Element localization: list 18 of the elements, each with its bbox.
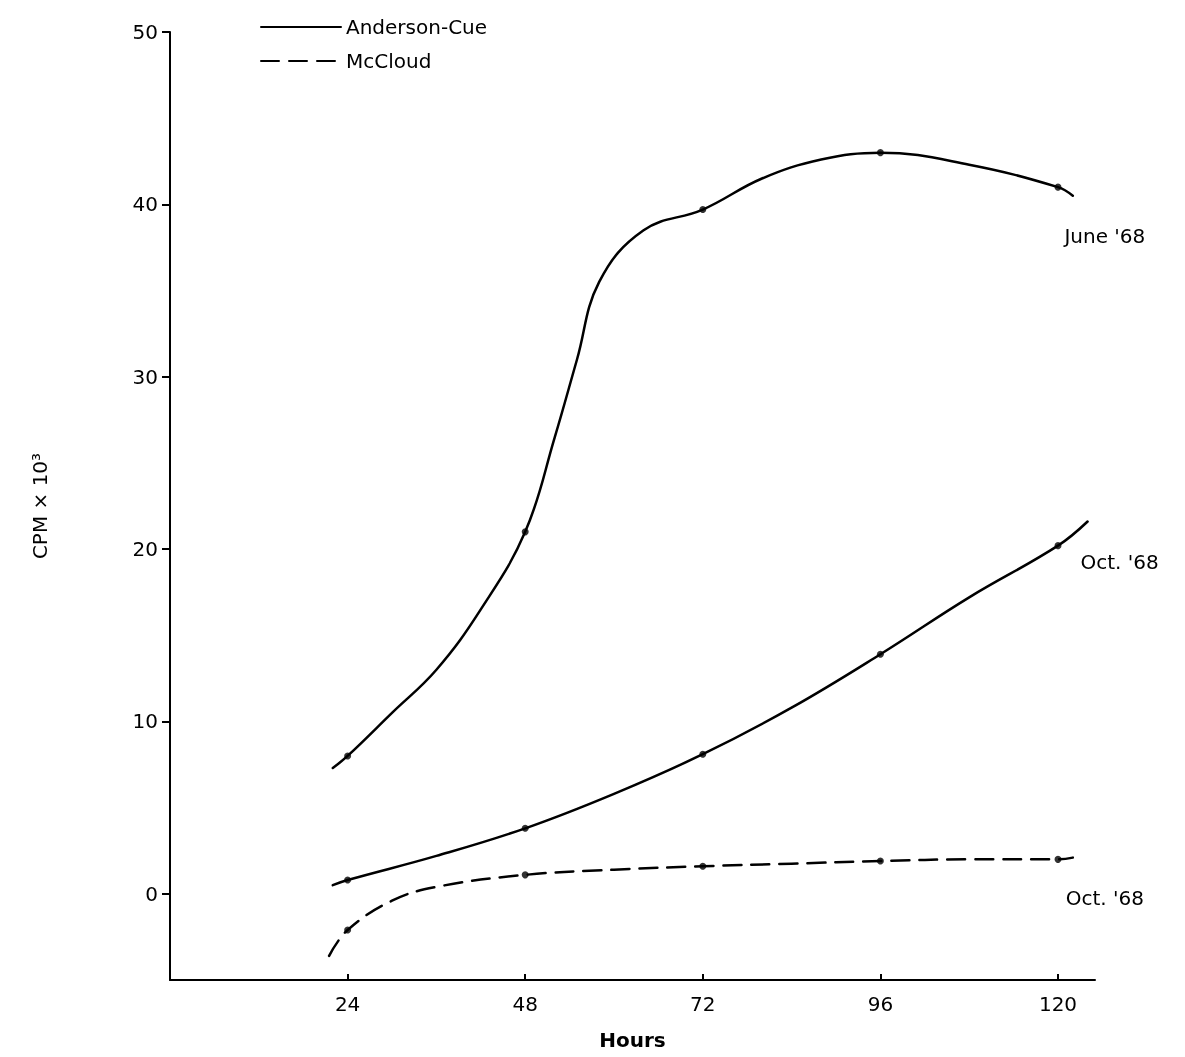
x-tick-label: 48	[512, 992, 538, 1016]
x-tick-label: 24	[334, 992, 361, 1016]
legend-label: Anderson-Cue	[346, 15, 488, 39]
annotation: Oct. '68	[1080, 549, 1159, 574]
y-axis-title: CPM × 10³	[28, 452, 52, 560]
y-tick-label: 20	[132, 537, 158, 562]
y-tick-label: 10	[132, 709, 158, 734]
legend-label: McCloud	[346, 49, 432, 73]
y-tick-label: 40	[132, 192, 158, 217]
x-tick-label: 72	[690, 992, 716, 1016]
x-tick-label: 96	[867, 992, 894, 1016]
y-tick-label: 30	[132, 364, 158, 389]
x-axis-title: Hours	[599, 1028, 666, 1052]
annotation: June '68	[1062, 223, 1146, 248]
annotation: Oct. '68	[1065, 885, 1144, 910]
x-tick-label: 120	[1038, 992, 1078, 1016]
y-tick-label: 0	[145, 881, 158, 906]
y-tick-label: 50	[132, 20, 158, 44]
